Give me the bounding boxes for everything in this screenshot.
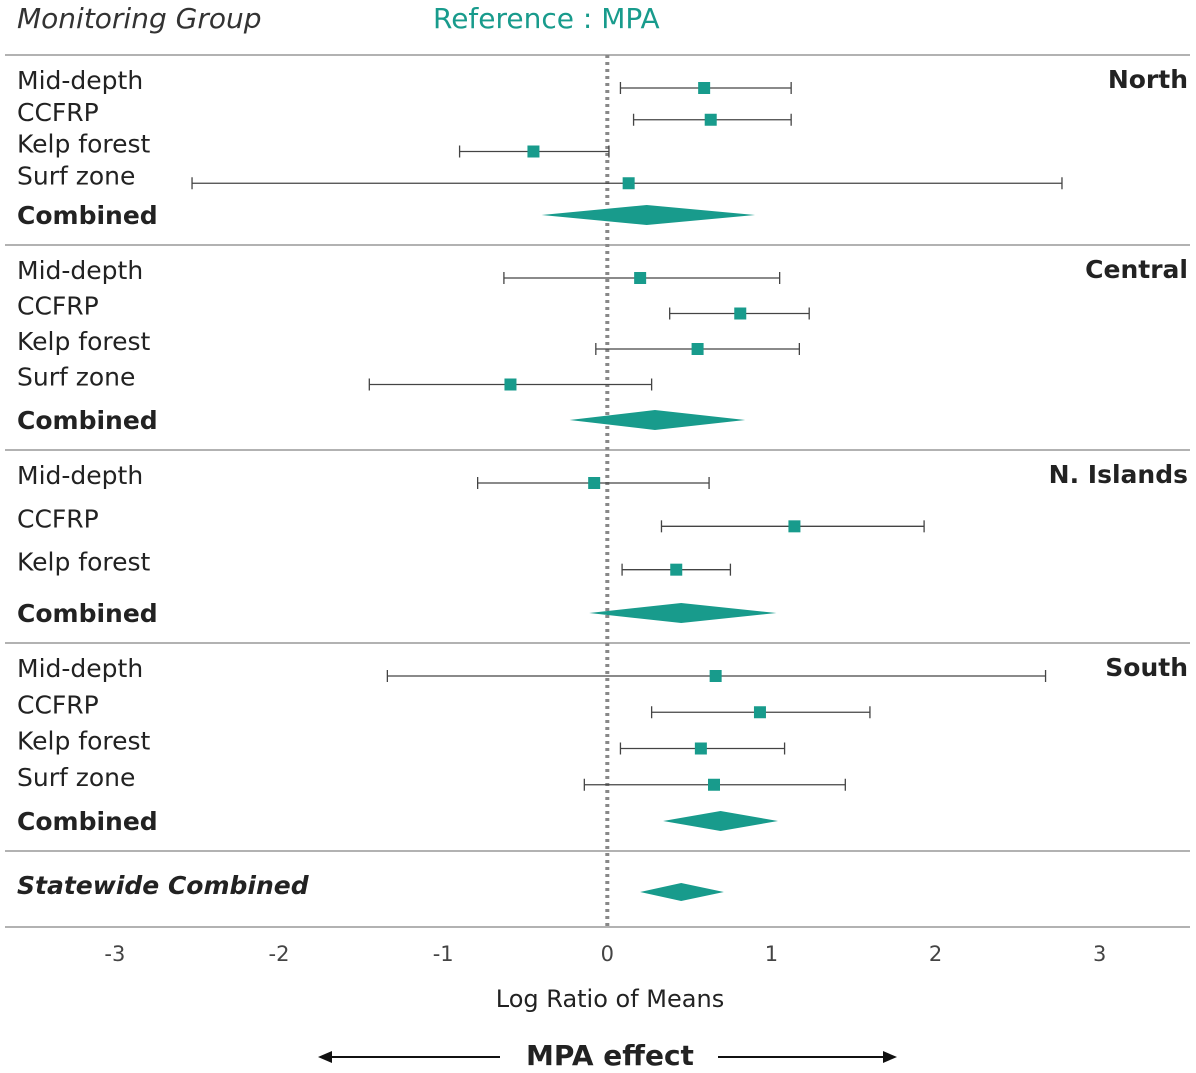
x-tick-label: 1	[765, 942, 778, 966]
estimate-point	[694, 742, 707, 755]
summary-diamond	[640, 883, 724, 901]
estimate-point	[709, 670, 722, 682]
row-label: Kelp forest	[17, 130, 151, 159]
row-label: Kelp forest	[17, 727, 151, 756]
overall-label: Statewide Combined	[17, 871, 310, 900]
x-tick-label: -1	[433, 942, 454, 966]
estimate-point	[527, 145, 540, 158]
estimate-point	[753, 706, 766, 719]
row-label: CCFRP	[17, 690, 99, 719]
row-label: Mid-depth	[17, 256, 143, 285]
row-label: Mid-depth	[17, 66, 143, 95]
x-tick-label: 0	[601, 942, 614, 966]
chart-subtitle: Reference : MPA	[433, 2, 660, 35]
row-label: Mid-depth	[17, 461, 143, 490]
summary-diamond	[663, 811, 779, 831]
group-name: North	[1108, 65, 1188, 94]
summary-diamond	[541, 205, 756, 225]
row-label: Surf zone	[17, 763, 135, 792]
estimate-point	[588, 477, 601, 489]
row-label: Surf zone	[17, 363, 135, 392]
group-name: Central	[1085, 255, 1188, 284]
combined-label: Combined	[17, 201, 158, 230]
direction-label: MPA effect	[526, 1039, 694, 1072]
chart-title: Monitoring Group	[17, 2, 262, 35]
row-label: CCFRP	[17, 292, 99, 321]
x-tick-label: -2	[269, 942, 290, 966]
row-label: Mid-depth	[17, 654, 143, 683]
group-name: N. Islands	[1049, 460, 1188, 489]
estimate-point	[708, 778, 720, 791]
estimate-point	[704, 113, 717, 126]
row-label: Kelp forest	[17, 548, 151, 577]
estimate-point	[622, 177, 635, 190]
estimate-point	[788, 520, 801, 533]
row-label: Surf zone	[17, 161, 135, 190]
row-label: Kelp forest	[17, 327, 151, 356]
estimate-point	[698, 82, 711, 94]
estimate-point	[504, 378, 517, 391]
x-tick-label: 3	[1093, 942, 1106, 966]
summary-diamond	[569, 410, 746, 430]
combined-label: Combined	[17, 807, 158, 836]
estimate-point	[670, 563, 683, 576]
estimate-point	[634, 272, 647, 284]
summary-diamond	[589, 603, 777, 623]
combined-label: Combined	[17, 406, 158, 435]
estimate-point	[734, 307, 747, 320]
row-label: CCFRP	[17, 98, 99, 127]
arrow-right-head	[883, 1051, 897, 1063]
combined-label: Combined	[17, 599, 158, 628]
group-name: South	[1105, 653, 1188, 682]
estimate-point	[691, 343, 704, 355]
x-tick-label: 2	[929, 942, 942, 966]
x-tick-label: -3	[104, 942, 125, 966]
arrow-left-head	[318, 1051, 332, 1063]
row-label: CCFRP	[17, 504, 99, 533]
x-axis-label: Log Ratio of Means	[496, 985, 724, 1013]
